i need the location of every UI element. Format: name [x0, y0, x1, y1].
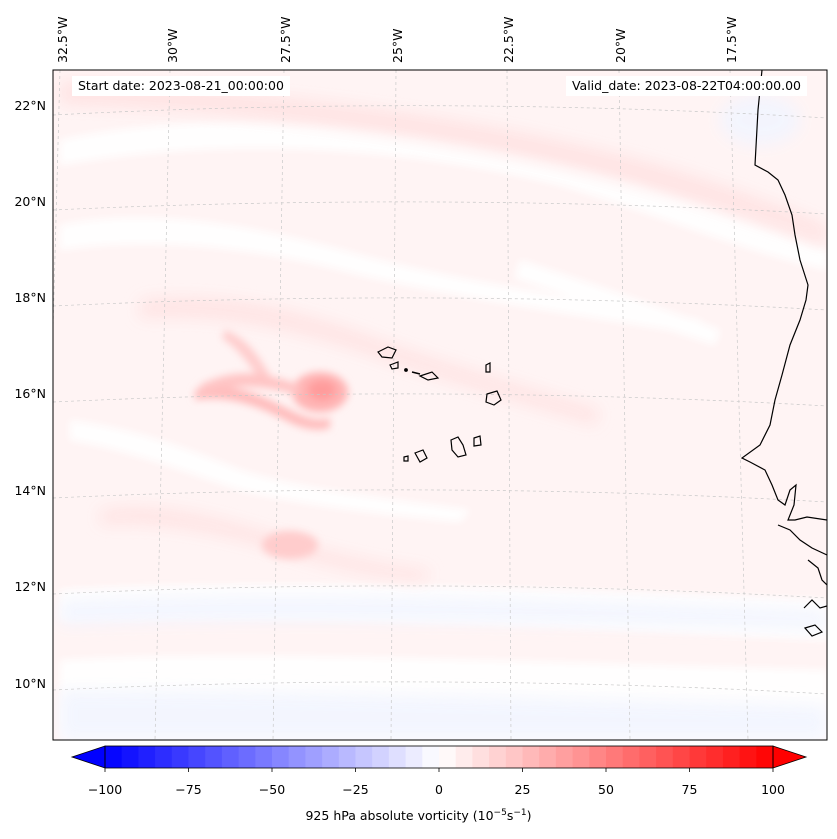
colorbar-cell: [572, 746, 590, 768]
colorbar-cell: [105, 746, 123, 768]
colorbar-cell: [422, 746, 440, 768]
colorbar-cell: [522, 746, 540, 768]
colorbar-cell: [255, 746, 273, 768]
colorbar-cell: [272, 746, 290, 768]
colorbar-cell: [205, 746, 223, 768]
colorbar-cell: [121, 746, 139, 768]
latitude-label: 22°N: [14, 98, 46, 113]
longitude-label: 27.5°W: [278, 16, 293, 63]
colorbar-cell: [238, 746, 256, 768]
colorbar-cell: [338, 746, 356, 768]
colorbar-cell: [539, 746, 557, 768]
colorbar-cell: [405, 746, 423, 768]
colorbar-cell: [305, 746, 323, 768]
longitude-label: 32.5°W: [55, 16, 70, 63]
longitude-label: 20°W: [613, 28, 628, 63]
colorbar-label: 925 hPa absolute vorticity (10−5s−1): [305, 808, 532, 824]
colorbar-cell: [322, 746, 340, 768]
latitude-label: 20°N: [14, 194, 46, 209]
cape-verde-islands: [377, 346, 502, 463]
colorbar-cell: [288, 746, 306, 768]
colorbar-tick-label: 0: [435, 782, 443, 797]
longitude-label: 25°W: [390, 28, 405, 63]
colorbar-cell: [739, 746, 757, 768]
colorbar-left-extension: [70, 745, 106, 769]
start-date-label: Start date: 2023-08-21_00:00:00: [72, 76, 290, 96]
valid-date-label: Valid_date: 2023-08-22T04:00:00.00: [565, 76, 807, 96]
longitude-label: 17.5°W: [724, 16, 739, 63]
colorbar-cell: [672, 746, 690, 768]
colorbar-cell: [589, 746, 607, 768]
latitude-label: 14°N: [14, 483, 46, 498]
colorbar-cell: [439, 746, 457, 768]
colorbar-cell: [555, 746, 574, 768]
colorbar-tick-label: 25: [514, 782, 531, 797]
latitude-label: 12°N: [14, 579, 46, 594]
colorbar-cell: [355, 746, 373, 768]
colorbar-right-extension: [772, 745, 808, 769]
colorbar-cell: [472, 746, 490, 768]
colorbar-cell: [505, 746, 523, 768]
colorbar-cell: [622, 746, 640, 768]
colorbar-tick-label: −50: [258, 782, 286, 797]
colorbar-cell: [372, 746, 390, 768]
colorbar-cell: [689, 746, 707, 768]
colorbar-tick-label: −100: [87, 782, 123, 797]
colorbar-cell: [388, 746, 407, 768]
colorbar-cell: [455, 746, 473, 768]
map-frame: [52, 69, 828, 741]
colorbar-cell: [188, 746, 206, 768]
colorbar-tick-label: −75: [175, 782, 202, 797]
colorbar-cell: [706, 746, 724, 768]
colorbar-tick-label: 75: [681, 782, 698, 797]
colorbar-cell: [489, 746, 507, 768]
colorbar-cell: [171, 746, 189, 768]
colorbar: [70, 745, 808, 772]
longitude-label: 22.5°W: [501, 16, 516, 63]
colorbar-cell: [221, 746, 240, 768]
colorbar-tick-label: −25: [342, 782, 369, 797]
longitude-label: 30°W: [165, 28, 180, 63]
vorticity-field: [53, 70, 827, 740]
graticule: [53, 70, 827, 740]
coastline: [740, 70, 827, 637]
colorbar-tick-label: 50: [598, 782, 614, 797]
colorbar-cell: [155, 746, 173, 768]
colorbar-tick-label: 100: [761, 782, 785, 797]
latitude-label: 10°N: [14, 676, 46, 691]
latitude-label: 18°N: [14, 290, 46, 305]
colorbar-cell: [656, 746, 674, 768]
colorbar-cell: [138, 746, 156, 768]
latitude-label: 16°N: [14, 386, 46, 401]
colorbar-cell: [639, 746, 657, 768]
colorbar-cell: [756, 746, 774, 768]
colorbar-cell: [722, 746, 741, 768]
colorbar-cell: [606, 746, 624, 768]
